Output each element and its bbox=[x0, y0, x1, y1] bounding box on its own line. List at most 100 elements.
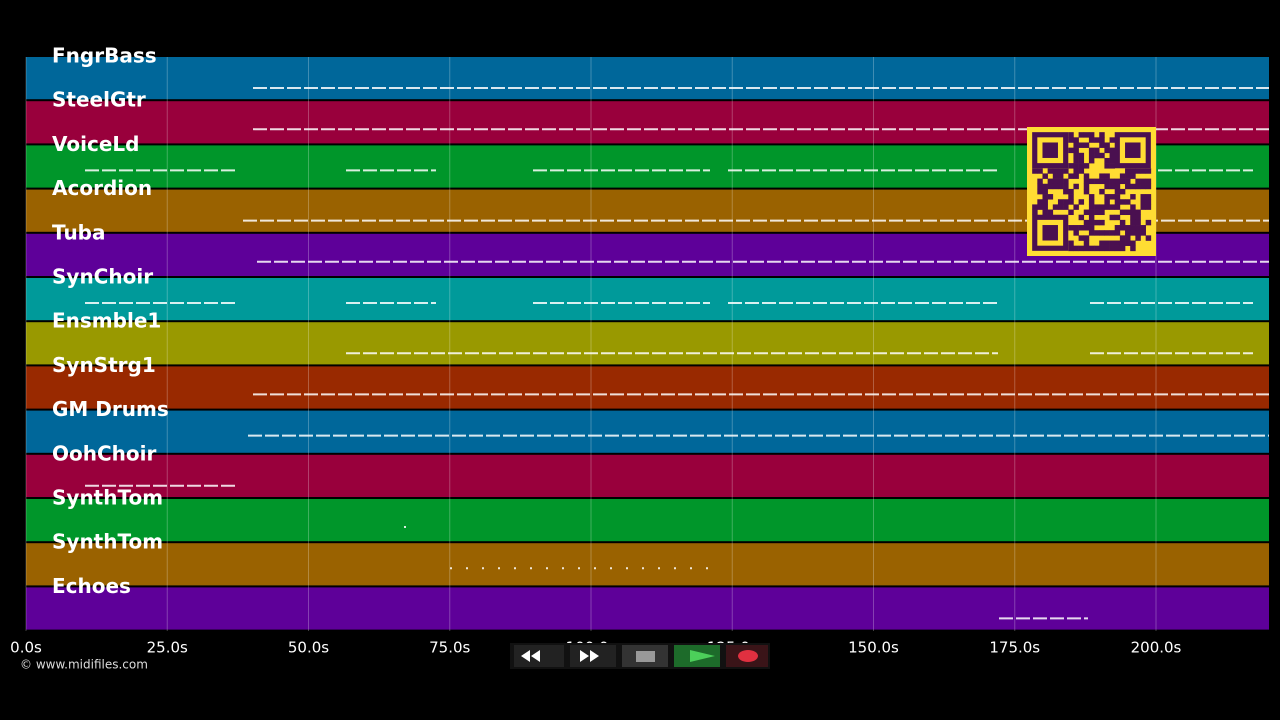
qr-cell bbox=[1130, 168, 1136, 174]
qr-cell bbox=[1130, 225, 1136, 231]
qr-cell bbox=[1073, 204, 1079, 210]
qr-cell bbox=[1135, 209, 1141, 216]
qr-cell bbox=[1047, 194, 1054, 200]
qr-cell bbox=[1109, 204, 1116, 210]
qr-cell bbox=[1125, 235, 1131, 241]
qr-cell bbox=[1119, 225, 1126, 231]
qr-cell bbox=[1063, 168, 1069, 174]
qr-cell bbox=[1047, 183, 1054, 190]
qr-cell bbox=[1109, 214, 1116, 221]
track-row bbox=[26, 366, 1269, 409]
track-name: FngrBass bbox=[52, 44, 157, 68]
qr-cell bbox=[1068, 245, 1074, 252]
qr-cell bbox=[1135, 230, 1141, 236]
qr-cell bbox=[1047, 209, 1054, 216]
qr-cell bbox=[1073, 225, 1079, 231]
qr-code bbox=[1027, 127, 1156, 256]
qr-cell bbox=[1114, 230, 1121, 236]
qr-cell bbox=[1099, 142, 1105, 148]
qr-cell bbox=[1083, 142, 1090, 148]
track-name: GM Drums bbox=[52, 397, 169, 421]
copyright: © www.midifiles.com bbox=[20, 658, 148, 672]
track-name: SynStrg1 bbox=[52, 353, 156, 377]
qr-cell bbox=[1088, 199, 1095, 205]
qr-cell bbox=[1104, 194, 1110, 200]
qr-cell bbox=[1125, 173, 1131, 179]
qr-cell bbox=[1125, 225, 1131, 231]
qr-cell bbox=[1063, 183, 1069, 190]
qr-cell bbox=[1140, 199, 1146, 205]
qr-cell bbox=[1114, 240, 1121, 246]
qr-cell bbox=[1099, 204, 1105, 210]
qr-cell bbox=[1032, 209, 1038, 216]
qr-cell bbox=[1104, 178, 1110, 185]
qr-cell bbox=[1135, 235, 1141, 241]
tick-label: 200.0s bbox=[1131, 639, 1182, 657]
qr-cell bbox=[1078, 132, 1085, 138]
qr-cell bbox=[1114, 188, 1121, 195]
qr-cell bbox=[1083, 209, 1090, 216]
qr-finder bbox=[1032, 132, 1069, 169]
qr-cell bbox=[1109, 183, 1116, 190]
rewind-icon bbox=[521, 650, 540, 662]
track-row bbox=[26, 278, 1269, 321]
qr-cell bbox=[1068, 225, 1074, 231]
tick-label: 0.0s bbox=[10, 639, 42, 657]
qr-cell bbox=[1104, 147, 1110, 154]
qr-cell bbox=[1140, 230, 1146, 236]
qr-cell bbox=[1145, 183, 1152, 190]
qr-cell bbox=[1068, 132, 1074, 138]
qr-cell bbox=[1063, 178, 1069, 185]
qr-cell bbox=[1099, 230, 1105, 236]
qr-cell bbox=[1109, 152, 1116, 159]
qr-cell bbox=[1104, 240, 1110, 246]
qr-cell bbox=[1042, 183, 1048, 190]
qr-cell bbox=[1042, 204, 1048, 210]
track-name: VoiceLd bbox=[52, 132, 139, 156]
qr-cell bbox=[1037, 199, 1043, 205]
qr-cell bbox=[1119, 245, 1126, 252]
qr-cell bbox=[1125, 178, 1131, 185]
qr-cell bbox=[1078, 235, 1085, 241]
qr-cell bbox=[1109, 230, 1116, 236]
qr-cell bbox=[1140, 194, 1146, 200]
forward-icon bbox=[580, 650, 599, 662]
qr-cell bbox=[1068, 194, 1074, 200]
qr-finder-center bbox=[1042, 225, 1058, 241]
qr-cell bbox=[1073, 168, 1079, 174]
qr-cell bbox=[1088, 194, 1095, 200]
qr-cell bbox=[1068, 199, 1074, 205]
qr-cell bbox=[1145, 235, 1152, 241]
qr-cell bbox=[1109, 137, 1116, 143]
qr-cell bbox=[1094, 209, 1100, 216]
track-row bbox=[26, 322, 1269, 365]
tick-label: 50.0s bbox=[288, 639, 329, 657]
qr-cell bbox=[1042, 199, 1048, 205]
qr-cell bbox=[1094, 204, 1100, 210]
qr-cell bbox=[1135, 178, 1141, 185]
qr-cell bbox=[1052, 178, 1059, 185]
qr-cell bbox=[1078, 168, 1085, 174]
qr-cell bbox=[1125, 209, 1131, 216]
qr-cell bbox=[1140, 204, 1146, 210]
qr-cell bbox=[1083, 245, 1090, 252]
qr-cell bbox=[1057, 183, 1064, 190]
qr-cell bbox=[1068, 147, 1074, 154]
qr-cell bbox=[1104, 199, 1110, 205]
qr-cell bbox=[1078, 199, 1085, 205]
track-name: Ensmble1 bbox=[52, 309, 161, 333]
qr-cell bbox=[1099, 173, 1105, 179]
track-name: OohChoir bbox=[52, 441, 156, 465]
qr-cell bbox=[1145, 178, 1152, 185]
qr-cell bbox=[1104, 183, 1110, 190]
qr-cell bbox=[1073, 157, 1079, 164]
qr-cell bbox=[1099, 240, 1105, 246]
qr-cell bbox=[1114, 178, 1121, 185]
qr-cell bbox=[1125, 240, 1131, 246]
qr-cell bbox=[1057, 178, 1064, 185]
qr-cell bbox=[1119, 240, 1126, 246]
qr-cell bbox=[1073, 152, 1079, 159]
qr-finder-center bbox=[1042, 142, 1058, 158]
qr-cell bbox=[1057, 168, 1064, 174]
